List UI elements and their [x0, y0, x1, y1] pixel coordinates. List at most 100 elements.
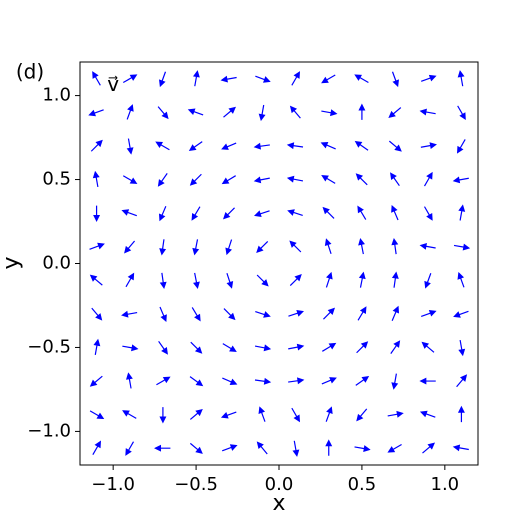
arrow [289, 274, 302, 287]
arrow [157, 106, 169, 120]
arrow [457, 271, 465, 288]
arrow [321, 109, 338, 117]
arrow [157, 173, 168, 187]
arrow [92, 170, 100, 188]
arrow [324, 238, 332, 255]
arrow [325, 406, 333, 422]
arrow [253, 142, 270, 150]
y-axis-label: y [0, 256, 24, 269]
arrow [322, 206, 335, 219]
arrow [391, 237, 399, 255]
arrow [256, 240, 269, 253]
arrow [452, 444, 469, 452]
arrow [419, 108, 436, 116]
arrow [122, 344, 139, 352]
arrow [124, 240, 136, 254]
arrow [155, 141, 170, 151]
arrow [225, 239, 233, 256]
arrow [420, 74, 437, 82]
arrow [387, 443, 402, 453]
arrow [457, 405, 465, 423]
arrow [220, 75, 237, 83]
arrow [391, 305, 400, 322]
arrow [419, 242, 436, 250]
arrow [325, 439, 333, 456]
arrow [222, 207, 235, 220]
arrow [159, 407, 167, 424]
arrow [457, 105, 466, 121]
arrow [321, 174, 336, 184]
arrow [322, 342, 337, 352]
x-tick-label: 0.0 [265, 474, 294, 495]
arrow [92, 440, 102, 456]
arrow [89, 375, 103, 387]
arrow [189, 408, 203, 420]
arrow [286, 175, 304, 183]
arrow [187, 108, 204, 116]
arrow [422, 442, 436, 454]
y-tick-label: −1.0 [27, 420, 71, 441]
arrow [159, 71, 167, 88]
arrow [189, 173, 202, 186]
arrow [419, 377, 436, 385]
arrow [254, 210, 270, 218]
arrow [121, 310, 138, 318]
arrow [292, 440, 300, 457]
arrow [456, 139, 466, 154]
arrow [320, 142, 336, 150]
arrow [89, 274, 103, 286]
arrow [191, 307, 201, 322]
arrow [158, 340, 168, 355]
arrow [122, 74, 138, 84]
arrow [189, 376, 204, 387]
y-tick-label: 0.5 [42, 169, 71, 190]
x-tick-label: 0.5 [348, 474, 377, 495]
arrow [291, 71, 301, 86]
arrow [289, 240, 302, 253]
arrow [390, 340, 401, 354]
y-tick-label: −0.5 [27, 336, 71, 357]
arrow [253, 176, 270, 184]
x-tick-label: −0.5 [174, 474, 218, 495]
plot-frame [79, 61, 479, 466]
arrow [419, 410, 436, 418]
arrow [193, 272, 200, 289]
arrow [457, 70, 465, 87]
arrow [93, 338, 101, 355]
arrow [358, 103, 366, 120]
arrow [288, 309, 304, 317]
arrow [458, 204, 466, 221]
arrow [423, 171, 433, 187]
arrow [189, 442, 203, 454]
arrow [289, 105, 301, 119]
arrow [391, 271, 399, 288]
arrow [91, 307, 103, 321]
arrow [321, 377, 337, 385]
arrow [456, 374, 468, 388]
arrow [222, 377, 238, 385]
arrow [321, 74, 336, 84]
arrow [89, 410, 105, 420]
arrow [221, 142, 237, 150]
arrow [126, 138, 134, 155]
arrow [358, 238, 365, 255]
arrow [291, 407, 301, 423]
arrow [354, 445, 371, 452]
arrow [323, 307, 336, 320]
arrow [420, 142, 437, 150]
arrow [159, 306, 167, 323]
arrow [256, 274, 269, 287]
arrow [255, 310, 271, 318]
arrow [126, 104, 134, 120]
arrow [88, 109, 104, 117]
arrow [458, 339, 466, 357]
arrow [391, 71, 399, 88]
arrow [221, 175, 236, 185]
arrow [453, 243, 471, 251]
arrow [391, 373, 399, 390]
arrow [391, 204, 399, 221]
arrow [254, 344, 272, 352]
arrow [356, 408, 368, 422]
arrow [125, 272, 135, 288]
